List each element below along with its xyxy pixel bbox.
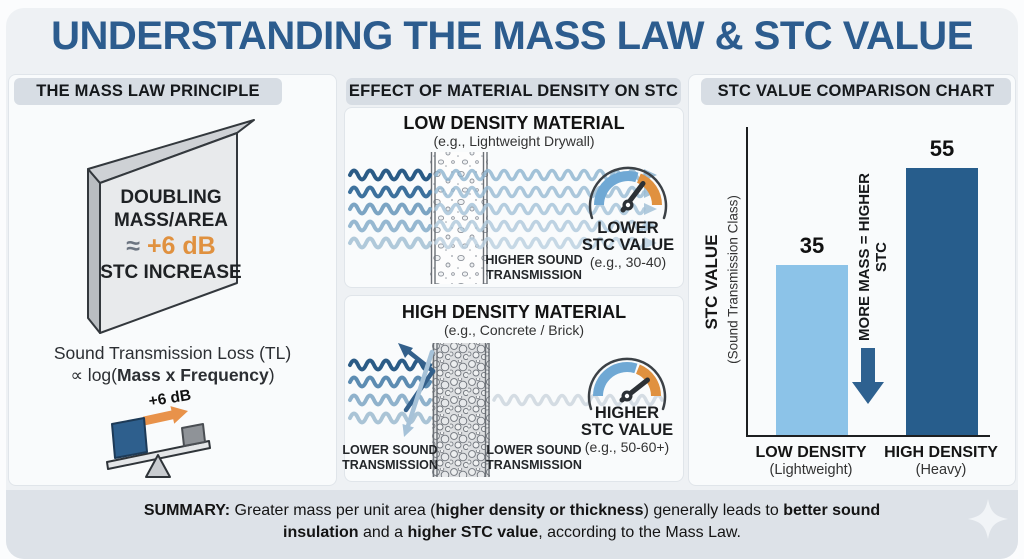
bar-low-density xyxy=(776,265,848,435)
down-arrow-icon xyxy=(852,348,884,404)
bar-high-density xyxy=(906,168,978,435)
formula-prefix: ∝ log( xyxy=(70,365,117,385)
slab-line3: STC INCREASE xyxy=(100,262,242,283)
wall-slab-icon xyxy=(87,119,255,334)
higher-stc-label: HIGHER STC VALUE (e.g., 50-60+) xyxy=(575,405,679,456)
bar-value-low: 35 xyxy=(799,233,825,259)
gauge-range: (e.g., 30-40) xyxy=(589,254,667,270)
incoming-sound-waves xyxy=(348,168,432,250)
chart-annotation: MORE MASS = HIGHER STC xyxy=(856,173,890,341)
panel-high-density-card xyxy=(344,295,684,482)
formula-bold: Mass x Frequency xyxy=(116,365,269,385)
lower-transmission-left-label: LOWER SOUND TRANSMISSION xyxy=(340,443,440,473)
reflected-wave-arrows xyxy=(398,343,436,437)
lower-transmission-right-label: LOWER SOUND TRANSMISSION xyxy=(484,443,584,473)
gauge-line2: STC VALUE xyxy=(581,236,675,254)
panel1-header: THE MASS LAW PRINCIPLE xyxy=(14,78,282,105)
low-density-illustration xyxy=(348,152,668,284)
higher-transmission-label: HIGHER SOUND TRANSMISSION xyxy=(482,253,586,283)
x-label-low-density: LOW DENSITY (Lightweight) xyxy=(746,443,876,479)
fulcrum xyxy=(145,454,171,478)
cat-sub: (Lightweight) xyxy=(769,462,853,478)
concrete-wall xyxy=(432,343,490,477)
lower-stc-label: LOWER STC VALUE (e.g., 30-40) xyxy=(576,220,680,271)
cat-sub: (Heavy) xyxy=(915,462,967,478)
bar-chart-plot: 35 55 xyxy=(746,127,990,437)
cat-main: HIGH DENSITY xyxy=(884,444,998,461)
summary-band xyxy=(6,490,1018,559)
label-line2: TRANSMISSION xyxy=(486,458,582,472)
formula-line1: Sound Transmission Loss (TL) xyxy=(53,343,292,363)
label-line2: TRANSMISSION xyxy=(486,268,582,282)
slab-boost: ≈ +6 dB xyxy=(96,232,246,261)
mass-law-formula: Sound Transmission Loss (TL) ∝ log(Mass … xyxy=(8,342,337,386)
gauge-line1: HIGHER xyxy=(594,404,660,422)
gauge-line2: STC VALUE xyxy=(580,421,674,439)
boost-value: +6 dB xyxy=(146,232,216,260)
bar-value-high: 55 xyxy=(929,136,955,162)
stc-gauge-high-icon xyxy=(587,357,667,411)
panel2-header: EFFECT OF MATERIAL DENSITY ON STC xyxy=(346,78,681,105)
formula-suffix: ) xyxy=(268,365,275,385)
slab-line1: DOUBLING xyxy=(120,187,222,208)
label-line1: LOWER SOUND xyxy=(342,443,438,457)
label-line2: TRANSMISSION xyxy=(342,458,438,472)
page-title: UNDERSTANDING THE MASS LAW & STC VALUE xyxy=(51,14,973,58)
high-density-title: HIGH DENSITY MATERIAL xyxy=(401,302,627,322)
approx-symbol: ≈ xyxy=(126,232,147,260)
slab-line2: MASS/AREA xyxy=(113,210,228,231)
low-density-subtitle: (e.g., Lightweight Drywall) xyxy=(433,133,595,149)
high-density-subtitle: (e.g., Concrete / Brick) xyxy=(443,322,585,338)
sparkle-icon xyxy=(968,499,1008,539)
label-line1: LOWER SOUND xyxy=(486,443,582,457)
x-label-high-density: HIGH DENSITY (Heavy) xyxy=(876,443,1006,479)
stc-gauge-low-icon xyxy=(588,166,668,220)
gauge-line1: LOWER xyxy=(597,219,659,237)
slab-caption: DOUBLING MASS/AREA ≈ +6 dB STC INCREASE xyxy=(96,186,246,284)
heavy-mass-block xyxy=(111,417,148,459)
y-axis-subtitle: (Sound Transmission Class) xyxy=(725,195,741,364)
low-density-title: LOW DENSITY MATERIAL xyxy=(403,113,625,133)
high-density-illustration xyxy=(348,343,667,477)
cat-main: LOW DENSITY xyxy=(755,444,867,461)
light-mass-block xyxy=(181,423,206,447)
panel3-header: STC VALUE COMPARISON CHART xyxy=(701,78,1011,105)
gauge-range: (e.g., 50-60+) xyxy=(584,439,670,455)
orange-arrow-icon xyxy=(143,406,188,426)
y-axis-title: STC VALUE xyxy=(702,234,721,330)
label-line1: HIGHER SOUND xyxy=(485,253,583,267)
summary-text: SUMMARY: Greater mass per unit area (hig… xyxy=(143,502,881,541)
mass-law-illustration xyxy=(87,119,255,478)
seesaw-icon xyxy=(106,406,211,478)
formula-line2: ∝ log(Mass x Frequency) xyxy=(8,364,337,386)
